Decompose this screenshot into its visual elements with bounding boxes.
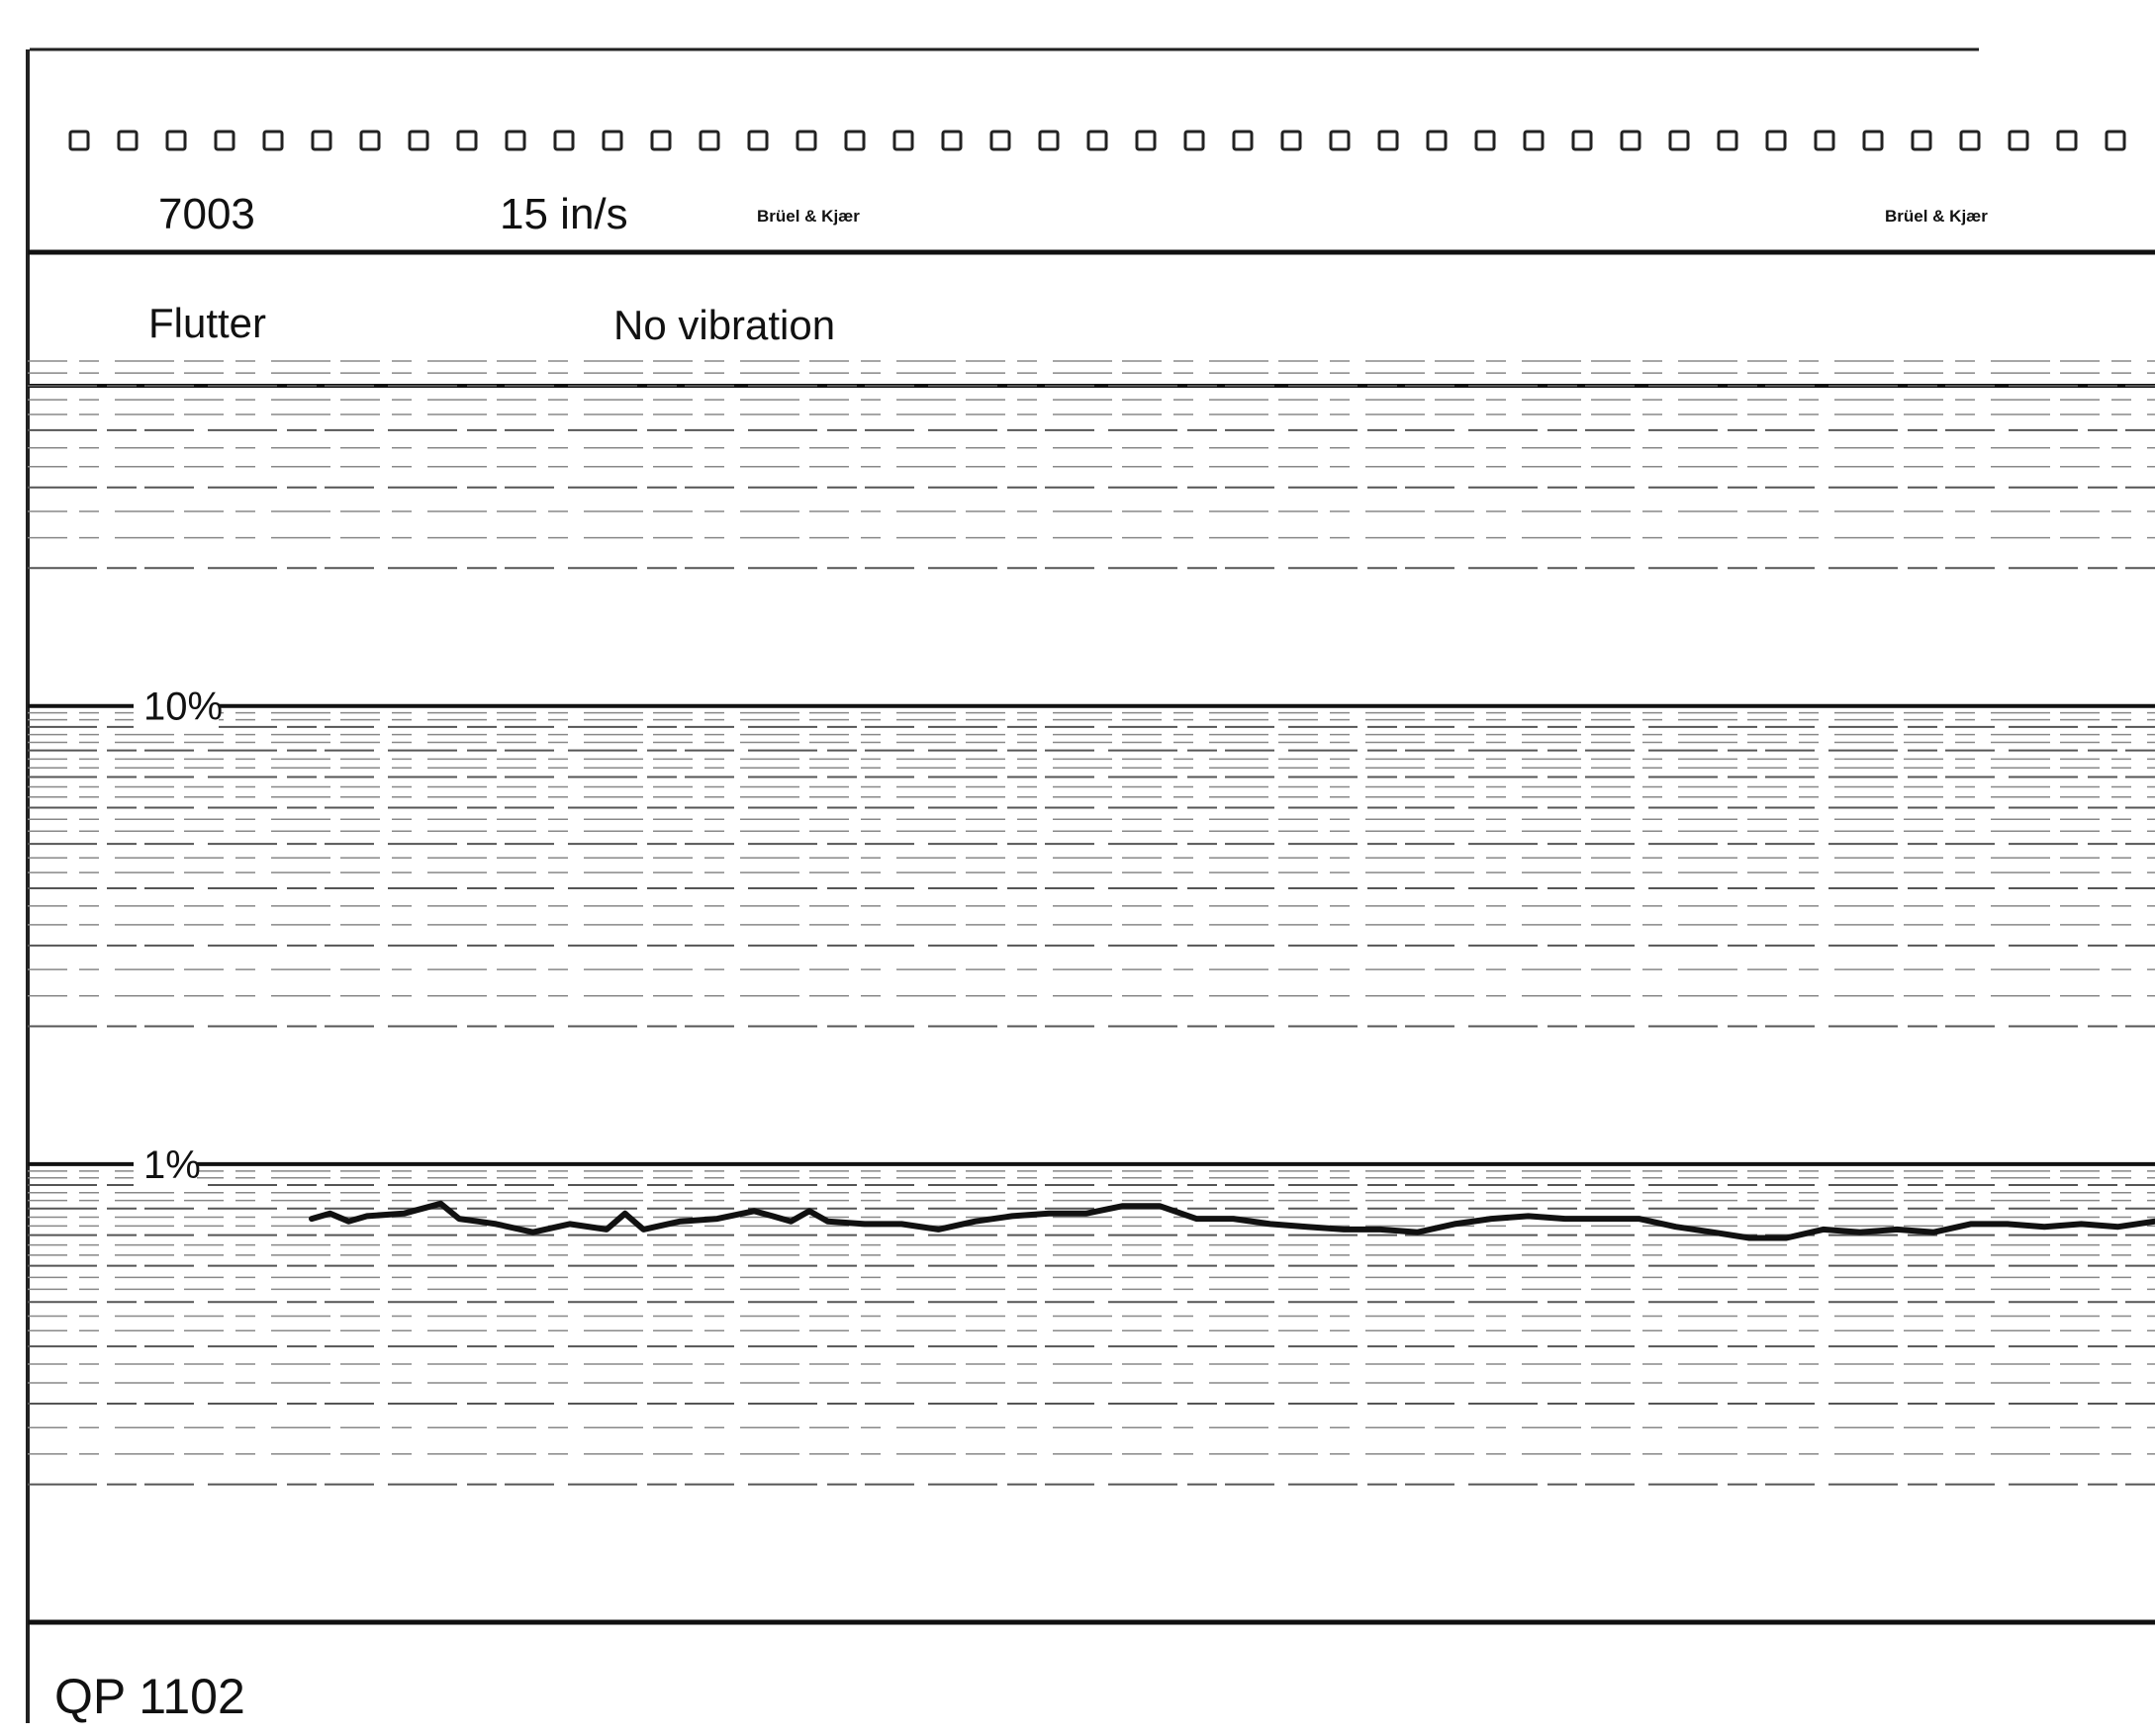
- sprocket-hole: [892, 130, 914, 151]
- sprocket-hole: [941, 130, 963, 151]
- tape-speed-label: 15 in/s: [500, 190, 628, 238]
- sprocket-hole: [214, 130, 235, 151]
- sprocket-hole: [2056, 130, 2078, 151]
- sprocket-hole: [602, 130, 623, 151]
- measurement-condition-label: No vibration: [613, 302, 836, 348]
- sprocket-hole: [1620, 130, 1641, 151]
- sprocket-hole: [2105, 130, 2126, 151]
- sprocket-hole: [117, 130, 139, 151]
- sprocket-hole: [1038, 130, 1060, 151]
- sprocket-hole: [1571, 130, 1593, 151]
- sprocket-hole: [165, 130, 187, 151]
- sprocket-hole: [1329, 130, 1351, 151]
- series-line: [309, 1200, 2155, 1241]
- sprocket-hole: [1668, 130, 1690, 151]
- sprocket-holes: [68, 130, 2126, 151]
- sprocket-hole: [1377, 130, 1399, 151]
- sprocket-hole: [1135, 130, 1157, 151]
- sprocket-hole: [1232, 130, 1254, 151]
- sprocket-hole: [359, 130, 381, 151]
- sprocket-hole: [262, 130, 284, 151]
- sprocket-hole: [505, 130, 526, 151]
- measurement-quantity-label: Flutter: [148, 300, 267, 346]
- recorder-model-label: 7003: [158, 190, 255, 238]
- sprocket-hole: [1765, 130, 1787, 151]
- sprocket-hole: [650, 130, 672, 151]
- chart-grid: [28, 360, 2155, 1624]
- sprocket-hole: [456, 130, 478, 151]
- sprocket-hole: [2008, 130, 2029, 151]
- brand-label-right: Brüel & Kjær: [1885, 207, 1988, 226]
- y-tick-label: 1%: [143, 1143, 201, 1187]
- sprocket-hole: [989, 130, 1011, 151]
- sprocket-hole: [1814, 130, 1835, 151]
- brand-label-left: Brüel & Kjær: [757, 207, 860, 226]
- sprocket-hole: [796, 130, 817, 151]
- sprocket-hole: [408, 130, 429, 151]
- sprocket-hole: [1086, 130, 1108, 151]
- sprocket-hole: [747, 130, 769, 151]
- sprocket-hole: [1280, 130, 1302, 151]
- y-tick-label-background: [134, 682, 219, 730]
- sprocket-hole: [1426, 130, 1448, 151]
- sprocket-hole: [68, 130, 90, 151]
- sprocket-hole: [553, 130, 575, 151]
- y-tick-label: 10%: [143, 685, 223, 729]
- sprocket-hole: [1717, 130, 1738, 151]
- sprocket-hole: [699, 130, 720, 151]
- y-tick-labels: 10% 1%: [134, 682, 223, 1188]
- sprocket-hole: [1959, 130, 1981, 151]
- sprocket-hole: [1183, 130, 1205, 151]
- sprocket-hole: [1474, 130, 1496, 151]
- sprocket-hole: [1911, 130, 1932, 151]
- y-tick-label-background: [134, 1140, 197, 1188]
- sprocket-hole: [1862, 130, 1884, 151]
- form-number-label: QP 1102: [54, 1669, 245, 1724]
- sprocket-hole: [311, 130, 332, 151]
- sprocket-hole: [844, 130, 866, 151]
- sprocket-hole: [1523, 130, 1545, 151]
